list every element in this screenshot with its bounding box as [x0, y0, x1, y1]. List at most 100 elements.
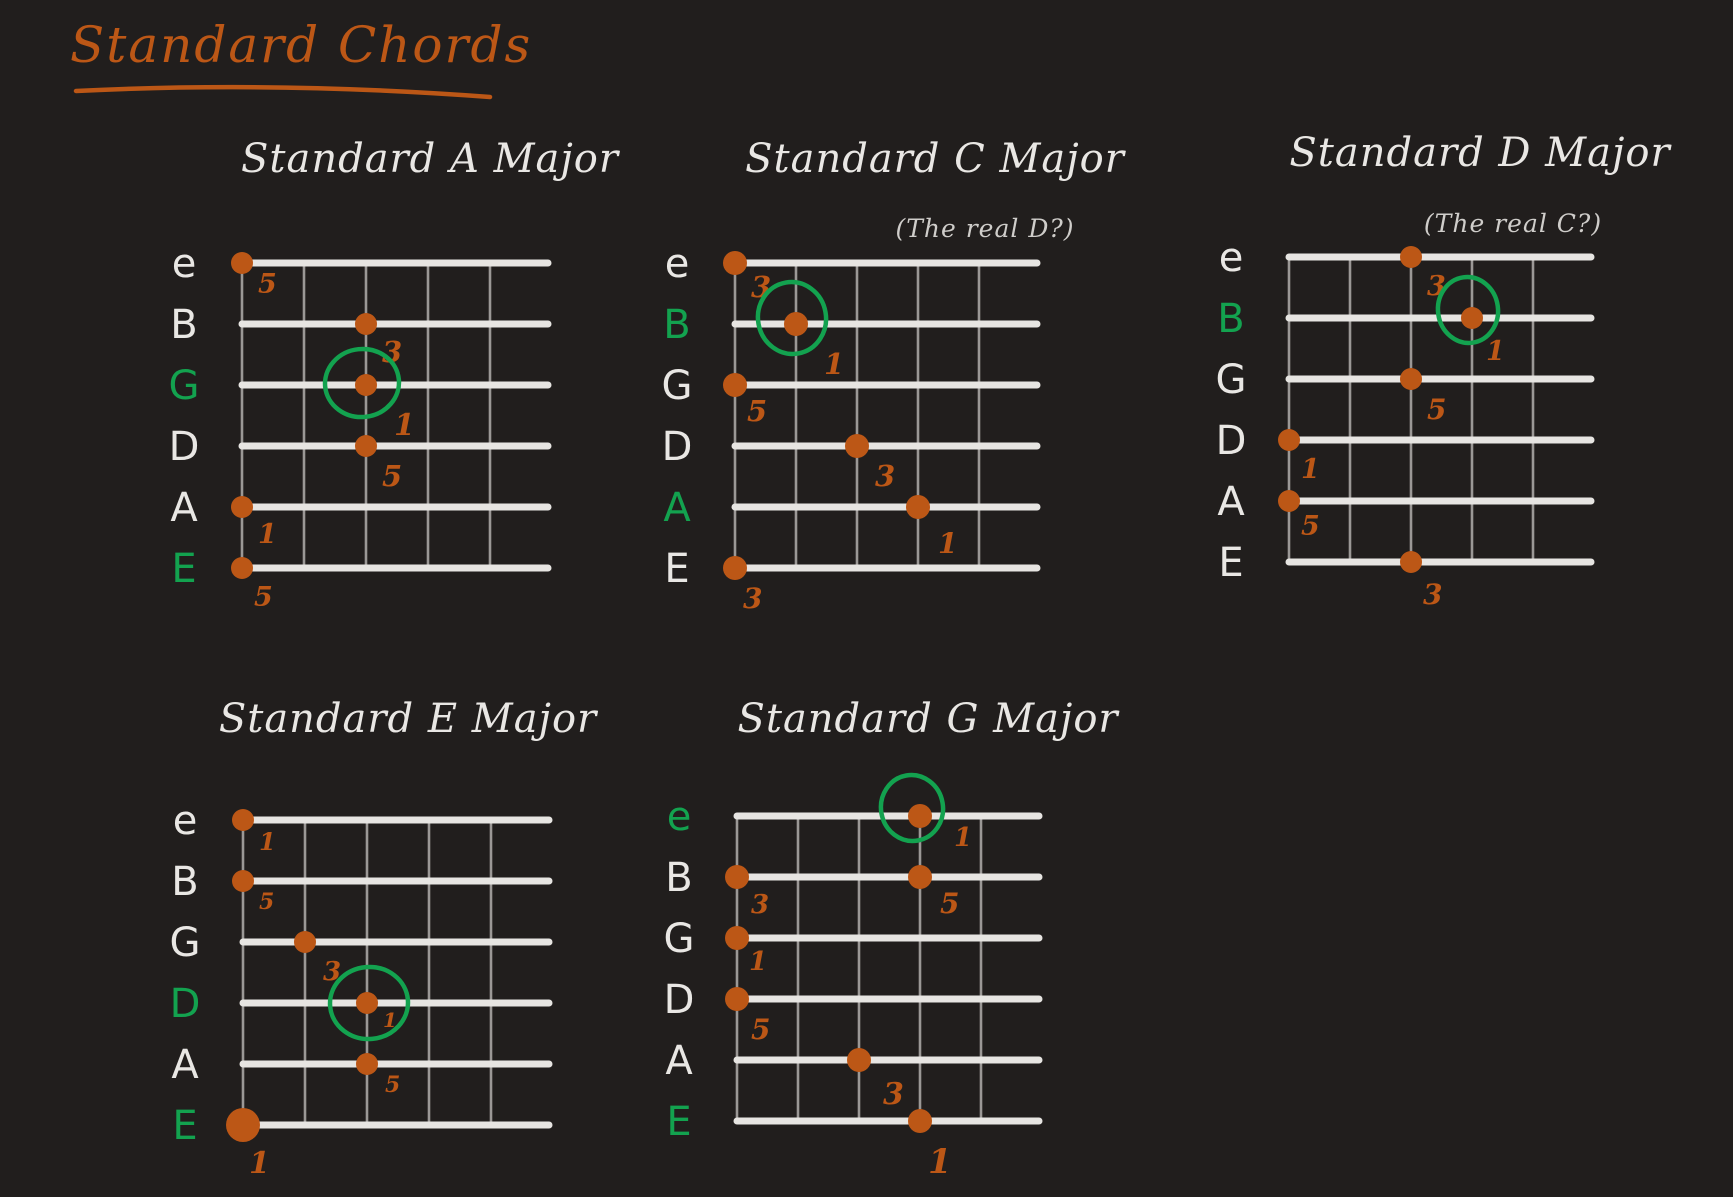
string-label-E: E: [666, 1099, 691, 1145]
string-label-E: E: [664, 546, 689, 592]
finger-dot-d-major-E-f2: [1400, 551, 1422, 573]
interval-label-e-major-D-f2: 1: [383, 1008, 397, 1032]
string-label-B: B: [663, 302, 690, 348]
root-circle-c-major: [755, 279, 829, 357]
interval-label-d-major-D-f0: 1: [1301, 454, 1320, 485]
page-title: Standard Chords: [70, 16, 533, 74]
finger-dot-g-major-e-f3: [908, 804, 932, 828]
finger-dot-c-major-B-f1: [784, 312, 808, 336]
chord-subtitle-d-major: (The real C?): [1423, 209, 1603, 238]
finger-dot-g-major-B-f0: [725, 865, 749, 889]
finger-dot-e-major-B-f0: [232, 870, 254, 892]
string-label-D: D: [170, 981, 201, 1027]
finger-dot-c-major-e-f0: [723, 251, 747, 275]
interval-label-d-major-E-f2: 3: [1423, 578, 1442, 611]
string-label-G: G: [662, 363, 693, 409]
string-label-A: A: [171, 1042, 199, 1088]
interval-label-a-major-G-f2: 1: [394, 408, 415, 443]
string-label-e: e: [665, 241, 690, 287]
interval-label-g-major-B-f3: 5: [940, 887, 959, 920]
string-label-G: G: [169, 363, 200, 409]
string-label-B: B: [171, 859, 198, 905]
finger-dot-a-major-B-f2: [355, 313, 377, 335]
interval-label-e-major-B-f0: 5: [259, 889, 274, 915]
interval-label-c-major-G-f0: 5: [747, 394, 767, 428]
string-label-G: G: [170, 920, 201, 966]
finger-dot-e-major-A-f2: [356, 1053, 378, 1075]
chord-title-g-major: Standard G Major: [737, 696, 1119, 742]
interval-label-d-major-G-f2: 5: [1427, 393, 1446, 426]
finger-dot-a-major-G-f2: [355, 374, 377, 396]
interval-label-c-major-A-f3: 1: [938, 527, 957, 560]
interval-label-a-major-e-f0: 5: [258, 269, 277, 300]
interval-label-d-major-B-f3: 1: [1486, 336, 1505, 367]
interval-label-e-major-G-f1: 3: [323, 957, 341, 987]
string-label-A: A: [665, 1038, 693, 1084]
string-label-e: e: [172, 241, 197, 287]
finger-dot-g-major-B-f3: [908, 865, 932, 889]
interval-label-e-major-E-f0: 1: [249, 1146, 270, 1181]
string-label-A: A: [663, 485, 691, 531]
string-label-D: D: [662, 424, 693, 470]
interval-label-a-major-D-f2: 5: [382, 459, 402, 493]
interval-label-g-major-B-f0: 3: [751, 890, 769, 920]
interval-label-g-major-e-f3: 1: [954, 823, 972, 853]
string-label-E: E: [171, 546, 196, 592]
finger-dot-c-major-D-f2: [845, 434, 869, 458]
string-label-A: A: [170, 485, 198, 531]
string-label-D: D: [1216, 418, 1247, 464]
string-label-B: B: [1217, 296, 1244, 342]
interval-label-d-major-A-f0: 5: [1301, 511, 1320, 542]
root-circle-g-major: [878, 772, 946, 844]
chord-title-e-major: Standard E Major: [218, 696, 598, 742]
finger-dot-a-major-E-f0: [231, 557, 253, 579]
interval-label-g-major-D-f0: 5: [751, 1013, 770, 1046]
finger-dot-a-major-e-f0: [231, 252, 253, 274]
interval-label-g-major-A-f2: 3: [883, 1077, 904, 1112]
finger-dot-c-major-G-f0: [723, 373, 747, 397]
string-label-D: D: [169, 424, 200, 470]
finger-dot-d-major-e-f2: [1400, 246, 1422, 268]
chord-subtitle-c-major: (The real D?): [895, 214, 1075, 243]
string-label-D: D: [664, 977, 695, 1023]
title-underline: [73, 84, 493, 100]
string-label-e: e: [1219, 235, 1244, 281]
finger-dot-e-major-E-f0: [226, 1108, 260, 1142]
root-circle-d-major: [1435, 274, 1501, 346]
string-label-B: B: [665, 855, 692, 901]
finger-dot-e-major-G-f1: [294, 931, 316, 953]
finger-dot-g-major-D-f0: [725, 987, 749, 1011]
string-label-G: G: [664, 916, 695, 962]
interval-label-g-major-G-f0: 1: [749, 947, 767, 977]
interval-label-g-major-E-f3: 1: [928, 1142, 952, 1182]
root-circle-a-major: [322, 346, 402, 420]
finger-dot-d-major-G-f2: [1400, 368, 1422, 390]
interval-label-c-major-D-f2: 3: [875, 459, 895, 493]
string-label-e: e: [173, 798, 198, 844]
finger-dot-a-major-A-f0: [231, 496, 253, 518]
string-label-e: e: [667, 794, 692, 840]
interval-label-d-major-e-f2: 3: [1427, 271, 1446, 302]
finger-dot-e-major-D-f2: [356, 992, 378, 1014]
interval-label-c-major-E-f0: 3: [743, 582, 762, 615]
root-circle-e-major: [327, 964, 411, 1042]
finger-dot-d-major-B-f3: [1461, 307, 1483, 329]
string-label-A: A: [1217, 479, 1245, 525]
finger-dot-g-major-E-f3: [908, 1109, 932, 1133]
interval-label-a-major-E-f0: 5: [254, 582, 273, 613]
string-label-B: B: [170, 302, 197, 348]
title-underline-stroke: [73, 84, 493, 100]
chord-title-c-major: Standard C Major: [745, 136, 1125, 182]
finger-dot-a-major-D-f2: [355, 435, 377, 457]
finger-dot-g-major-A-f2: [847, 1048, 871, 1072]
finger-dot-e-major-e-f0: [232, 809, 254, 831]
finger-dot-d-major-D-f0: [1278, 429, 1300, 451]
chord-title-d-major: Standard D Major: [1289, 130, 1671, 176]
